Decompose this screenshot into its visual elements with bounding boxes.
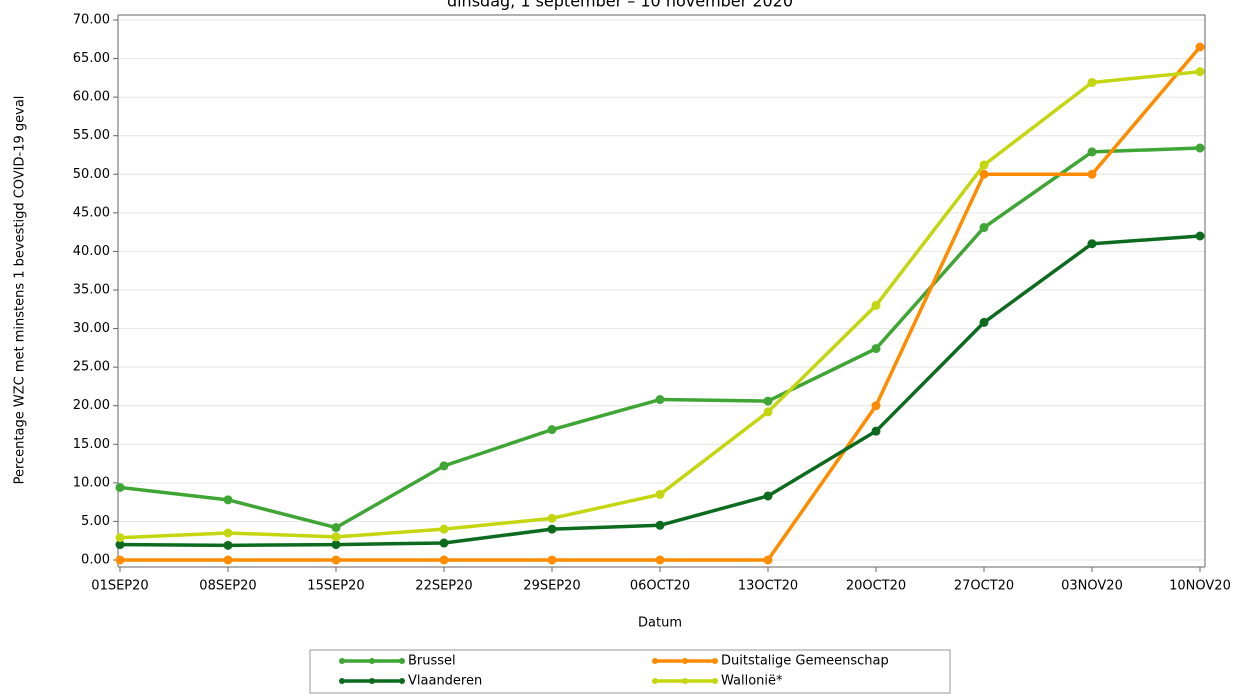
legend-marker [652,658,658,664]
line [119,146,1201,530]
marker [871,300,881,310]
marker [763,396,773,406]
x-tick-label: 06OCT20 [630,579,690,594]
marker [547,555,557,565]
y-tick-label: 35.00 [73,283,110,298]
marker [439,461,449,471]
y-tick-label: 10.00 [73,475,110,490]
marker [331,532,341,542]
marker [763,491,773,501]
y-tick-label: 50.00 [73,167,110,182]
marker [223,528,233,538]
x-tick-label: 15SEP20 [307,579,364,594]
marker [979,160,989,170]
line [119,69,1201,540]
legend-marker [399,678,405,684]
marker [439,555,449,565]
y-tick-label: 0.00 [81,553,110,568]
marker [871,401,881,411]
marker [1195,67,1205,77]
legend-marker [369,658,375,664]
marker [547,524,557,534]
marker [115,482,125,492]
marker [655,520,665,530]
x-tick-label: 08SEP20 [199,579,256,594]
marker [1087,77,1097,87]
marker [547,513,557,523]
marker [979,317,989,327]
marker [115,540,125,550]
marker [979,169,989,179]
y-tick-label: 55.00 [73,128,110,143]
marker [871,426,881,436]
y-tick-label: 15.00 [73,437,110,452]
marker [115,555,125,565]
marker [1087,147,1097,157]
marker [547,425,557,435]
marker [1087,169,1097,179]
y-tick-label: 5.00 [81,514,110,529]
marker [331,540,341,550]
marker [1195,42,1205,52]
marker [871,344,881,354]
marker [331,523,341,533]
chart-title: dinsdag, 1 september – 10 november 2020 [447,0,793,11]
x-tick-label: 27OCT20 [954,579,1014,594]
legend-marker [399,658,405,664]
marker [331,555,341,565]
marker [439,538,449,548]
marker [1195,143,1205,153]
x-tick-label: 22SEP20 [415,579,472,594]
legend-marker [339,678,345,684]
marker [655,395,665,405]
marker [1087,239,1097,249]
legend-marker [682,658,688,664]
marker [1195,231,1205,241]
marker [763,555,773,565]
x-tick-label: 29SEP20 [523,579,580,594]
y-axis-label: Percentage WZC met minstens 1 bevestigd … [13,96,28,485]
y-tick-label: 30.00 [73,321,110,336]
legend-label: Vlaanderen [408,674,482,689]
legend-marker [339,658,345,664]
y-tick-label: 65.00 [73,51,110,66]
legend-label: Brussel [408,654,456,669]
y-tick-label: 40.00 [73,244,110,259]
x-axis-label: Datum [638,616,682,631]
legend-frame [309,649,951,694]
line [119,234,1201,548]
marker [439,524,449,534]
x-tick-label: 20OCT20 [846,579,906,594]
y-tick-label: 20.00 [73,398,110,413]
x-tick-label: 03NOV20 [1061,579,1123,594]
legend-marker [369,678,375,684]
marker [223,540,233,550]
legend-label: Wallonië* [721,674,783,689]
legend-marker [712,658,718,664]
marker [763,407,773,417]
x-tick-label: 10NOV20 [1169,579,1231,594]
marker [223,495,233,505]
legend-marker [712,678,718,684]
legend-marker [682,678,688,684]
legend-label: Duitstalige Gemeenschap [721,654,889,669]
legend-marker [652,678,658,684]
y-tick-label: 70.00 [73,13,110,28]
marker [655,489,665,499]
x-tick-label: 01SEP20 [91,579,148,594]
y-tick-label: 25.00 [73,360,110,375]
marker [115,533,125,543]
marker [655,555,665,565]
x-tick-label: 13OCT20 [738,579,798,594]
marker [223,555,233,565]
marker [979,223,989,233]
y-tick-label: 45.00 [73,205,110,220]
y-tick-label: 60.00 [73,90,110,105]
